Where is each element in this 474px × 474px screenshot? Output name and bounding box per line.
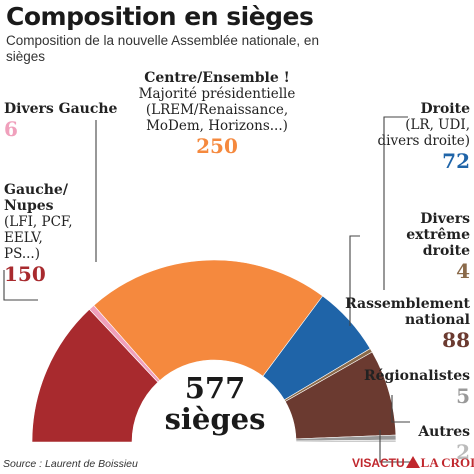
label-centre-ensemble-value: 250: [196, 134, 238, 158]
label-regionalistes-value: 5: [456, 384, 470, 408]
label-divers-extreme-droite: Divers extrême droite 4: [360, 211, 470, 283]
label-rassemblement-national: Rassemblement national 88: [340, 296, 470, 352]
label-autres-name: Autres: [418, 424, 470, 440]
label-autres: Autres 2: [380, 424, 470, 464]
logo-part-lacroix: LA CROIX: [420, 455, 474, 470]
publisher-logo: VISACTU LA CROIX: [352, 455, 474, 471]
label-centre-ensemble-desc: Majorité présidentielle (LREM/Renaissance…: [138, 86, 296, 134]
label-regionalistes: Régionalistes 5: [360, 368, 470, 408]
leader-line-4: [349, 235, 360, 326]
label-divers-extreme-droite-value: 4: [456, 259, 470, 283]
label-rassemblement-national-value: 88: [442, 328, 470, 352]
label-gauche-nupes-name: Gauche/Nupes: [4, 182, 68, 214]
label-autres-value: 2: [456, 440, 470, 464]
label-divers-extreme-droite-name: Divers extrême droite: [406, 211, 470, 259]
label-gauche-nupes-desc: (LFI, PCF, EELV, PS...): [4, 214, 73, 262]
label-rassemblement-national-name: Rassemblement national: [345, 296, 470, 328]
label-droite-value: 72: [442, 149, 470, 173]
logo-mark-icon: [405, 456, 420, 468]
leader-line-3: [383, 116, 408, 290]
label-droite-name: Droite: [420, 101, 470, 117]
page-subtitle: Composition de la nouvelle Assemblée nat…: [6, 33, 319, 64]
leader-line-6: [379, 430, 410, 463]
label-centre-ensemble-name: Centre/Ensemble !: [144, 70, 290, 86]
label-centre-ensemble: Centre/Ensemble ! Majorité présidentiell…: [128, 70, 306, 158]
label-gauche-nupes-value: 150: [4, 262, 46, 286]
seat-segment-2: [93, 259, 324, 381]
label-droite-desc: (LR, UDI, divers droite): [377, 117, 470, 149]
logo-part-visactu: VISACTU: [352, 456, 405, 470]
source-credit: Source : Laurent de Boissieu: [3, 458, 138, 470]
total-seats-unit: sièges: [164, 402, 266, 436]
label-regionalistes-name: Régionalistes: [363, 368, 470, 384]
seat-segment-7: [295, 439, 397, 443]
leader-line-5: [391, 395, 410, 423]
page-title: Composition en sièges: [6, 2, 314, 31]
label-droite: Droite (LR, UDI, divers droite) 72: [350, 101, 470, 173]
total-seats-number: 577: [184, 371, 246, 405]
label-divers-gauche-value: 6: [4, 117, 18, 141]
label-divers-gauche: Divers Gauche 6: [4, 101, 144, 141]
seat-segment-0: [31, 308, 159, 443]
label-gauche-nupes: Gauche/Nupes (LFI, PCF, EELV, PS...) 150: [4, 182, 104, 286]
label-divers-gauche-name: Divers Gauche: [4, 101, 118, 117]
total-seats: 577 sièges: [147, 373, 283, 435]
leader-line-0: [3, 270, 38, 301]
